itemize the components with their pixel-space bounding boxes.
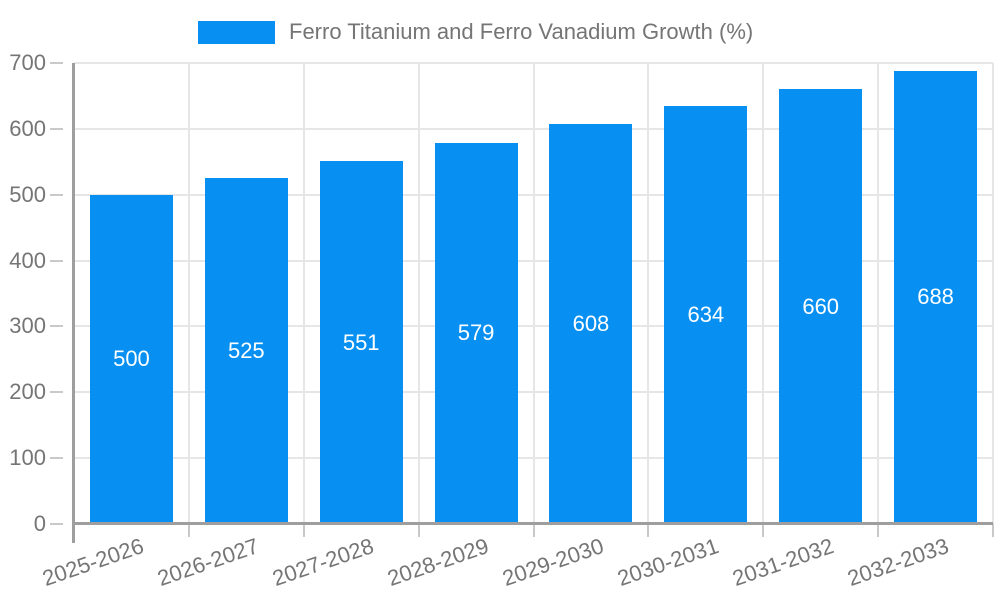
x-axis-tick [417, 524, 420, 537]
bar [204, 178, 288, 524]
bar-value-label: 500 [113, 346, 150, 372]
legend-color-swatch [198, 20, 275, 44]
bar-value-label: 634 [687, 302, 725, 328]
bar-value-label: 608 [572, 310, 610, 336]
legend: Ferro Titanium and Ferro Vanadium Growth… [198, 18, 753, 46]
bar [779, 89, 863, 524]
x-gridline [417, 63, 420, 524]
y-axis-line [72, 63, 75, 543]
x-gridline [302, 63, 305, 524]
bar-value-label: 525 [227, 338, 265, 364]
y-axis-tick [50, 127, 63, 130]
y-axis-label: 700 [9, 50, 46, 75]
y-axis-tick [50, 391, 63, 394]
y-axis-tick [50, 193, 63, 196]
x-axis-tick [187, 524, 190, 537]
y-axis-tick [50, 325, 63, 328]
bar [89, 194, 173, 524]
x-axis-line [74, 522, 993, 525]
y-axis-label: 400 [9, 247, 46, 273]
bar [319, 161, 403, 524]
bar [434, 142, 518, 524]
y-axis-tick [50, 259, 63, 262]
x-gridline [647, 63, 650, 524]
x-axis-tick [647, 524, 650, 537]
bar [664, 106, 748, 524]
x-axis-tick [992, 524, 994, 537]
y-axis-tick [50, 457, 63, 460]
bar-value-label: 660 [802, 293, 840, 319]
x-axis-tick [532, 524, 535, 537]
y-axis-tick [50, 62, 63, 64]
y-axis-label: 200 [9, 379, 46, 405]
bar [894, 70, 978, 524]
y-axis-tick [50, 523, 63, 525]
x-gridline [187, 63, 190, 524]
legend-label: Ferro Titanium and Ferro Vanadium Growth… [289, 19, 754, 44]
x-gridline [877, 63, 880, 524]
bar [549, 123, 633, 524]
x-axis-tick [302, 524, 305, 537]
x-axis-tick [877, 524, 880, 537]
plot-area: 0 100 200 300 400 500 600 700 500 2025-2026 525 202… [9, 50, 994, 591]
bar-value-label: 579 [457, 320, 495, 346]
y-axis-label: 500 [9, 181, 46, 207]
y-axis-label: 0 [33, 511, 46, 536]
x-axis-tick [762, 524, 765, 537]
x-gridline [992, 63, 994, 524]
y-axis-label: 300 [9, 313, 46, 339]
x-gridline [532, 63, 535, 524]
y-axis-label: 100 [9, 445, 46, 471]
y-axis-label: 600 [9, 115, 46, 141]
bar-value-label: 551 [342, 329, 380, 355]
bar-value-label: 688 [917, 284, 954, 310]
x-gridline [762, 63, 765, 524]
